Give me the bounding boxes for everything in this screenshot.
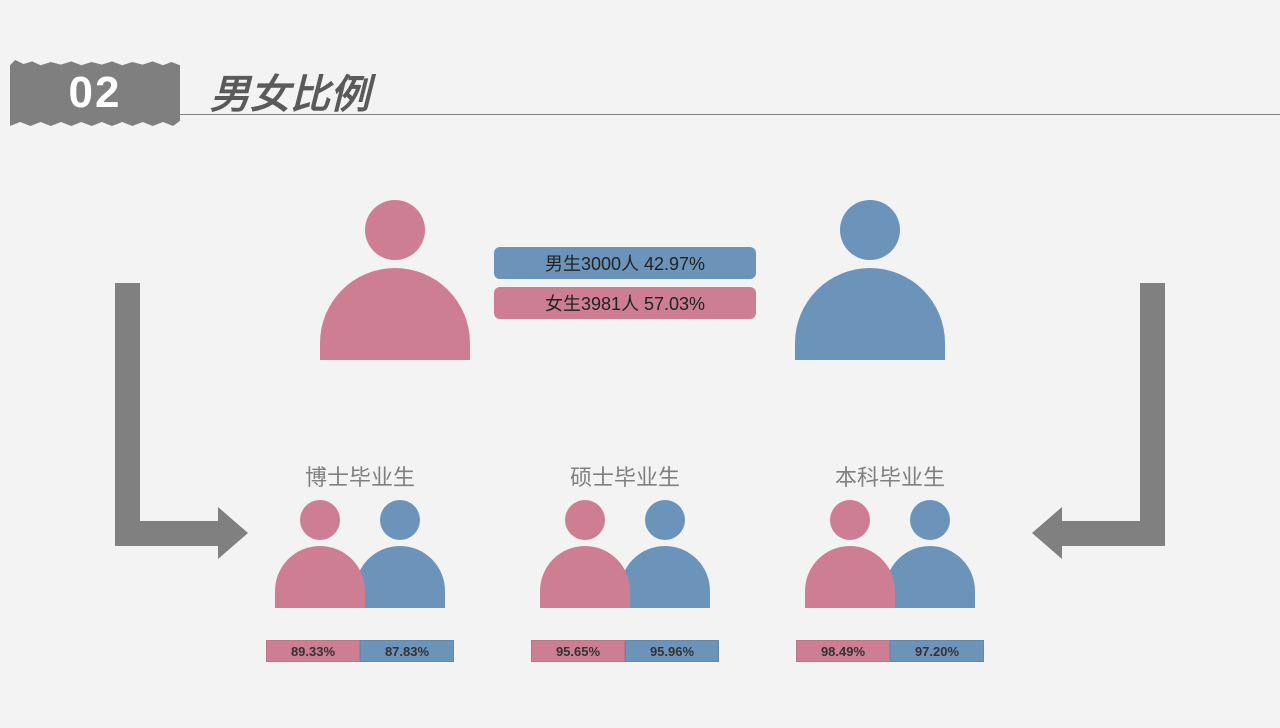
flow-arrow-left-horizontal <box>115 521 220 546</box>
pct-male: 87.83% <box>360 640 454 662</box>
slide-title: 男女比例 <box>210 62 370 120</box>
person-head-icon <box>380 500 420 540</box>
pct-female: 95.65% <box>531 640 625 662</box>
pct-male: 95.96% <box>625 640 719 662</box>
pct-row: 95.65% 95.96% <box>531 640 719 662</box>
group-title: 硕士毕业生 <box>520 460 730 492</box>
small-female-icon <box>805 500 895 608</box>
person-pair-icon <box>805 500 975 608</box>
flow-arrow-right-horizontal <box>1060 521 1165 546</box>
pct-female: 89.33% <box>266 640 360 662</box>
person-body-icon <box>540 546 630 608</box>
person-pair-icon <box>275 500 445 608</box>
person-head-icon <box>565 500 605 540</box>
summary-male-label: 男生3000人 42.97% <box>545 250 705 276</box>
large-male-icon <box>795 200 945 360</box>
person-head-icon <box>365 200 425 260</box>
small-female-icon <box>275 500 365 608</box>
small-male-icon <box>620 500 710 608</box>
person-head-icon <box>300 500 340 540</box>
person-body-icon <box>620 546 710 608</box>
person-body-icon <box>320 268 470 360</box>
person-body-icon <box>805 546 895 608</box>
pct-row: 89.33% 87.83% <box>266 640 454 662</box>
person-body-icon <box>885 546 975 608</box>
flow-arrow-right-head-icon <box>1032 507 1062 559</box>
pct-male: 97.20% <box>890 640 984 662</box>
group-masters: 硕士毕业生 95.65% 95.96% <box>520 460 730 662</box>
person-head-icon <box>645 500 685 540</box>
person-body-icon <box>275 546 365 608</box>
person-pair-icon <box>540 500 710 608</box>
summary-female-label: 女生3981人 57.03% <box>545 290 705 316</box>
person-body-icon <box>355 546 445 608</box>
flow-arrow-right-vertical <box>1140 283 1165 543</box>
small-male-icon <box>355 500 445 608</box>
pct-female: 98.49% <box>796 640 890 662</box>
person-head-icon <box>910 500 950 540</box>
summary-male-pill: 男生3000人 42.97% <box>494 247 756 279</box>
section-number: 02 <box>69 68 122 118</box>
group-phd: 博士毕业生 89.33% 87.83% <box>255 460 465 662</box>
person-head-icon <box>830 500 870 540</box>
header-divider <box>178 114 1280 115</box>
person-body-icon <box>795 268 945 360</box>
flow-arrow-left-head-icon <box>218 507 248 559</box>
large-female-icon <box>320 200 470 360</box>
summary-female-pill: 女生3981人 57.03% <box>494 287 756 319</box>
small-male-icon <box>885 500 975 608</box>
group-title: 博士毕业生 <box>255 460 465 492</box>
section-number-badge: 02 <box>10 60 180 126</box>
pct-row: 98.49% 97.20% <box>796 640 984 662</box>
small-female-icon <box>540 500 630 608</box>
person-head-icon <box>840 200 900 260</box>
flow-arrow-left-vertical <box>115 283 140 543</box>
group-bachelors: 本科毕业生 98.49% 97.20% <box>785 460 995 662</box>
group-title: 本科毕业生 <box>785 460 995 492</box>
